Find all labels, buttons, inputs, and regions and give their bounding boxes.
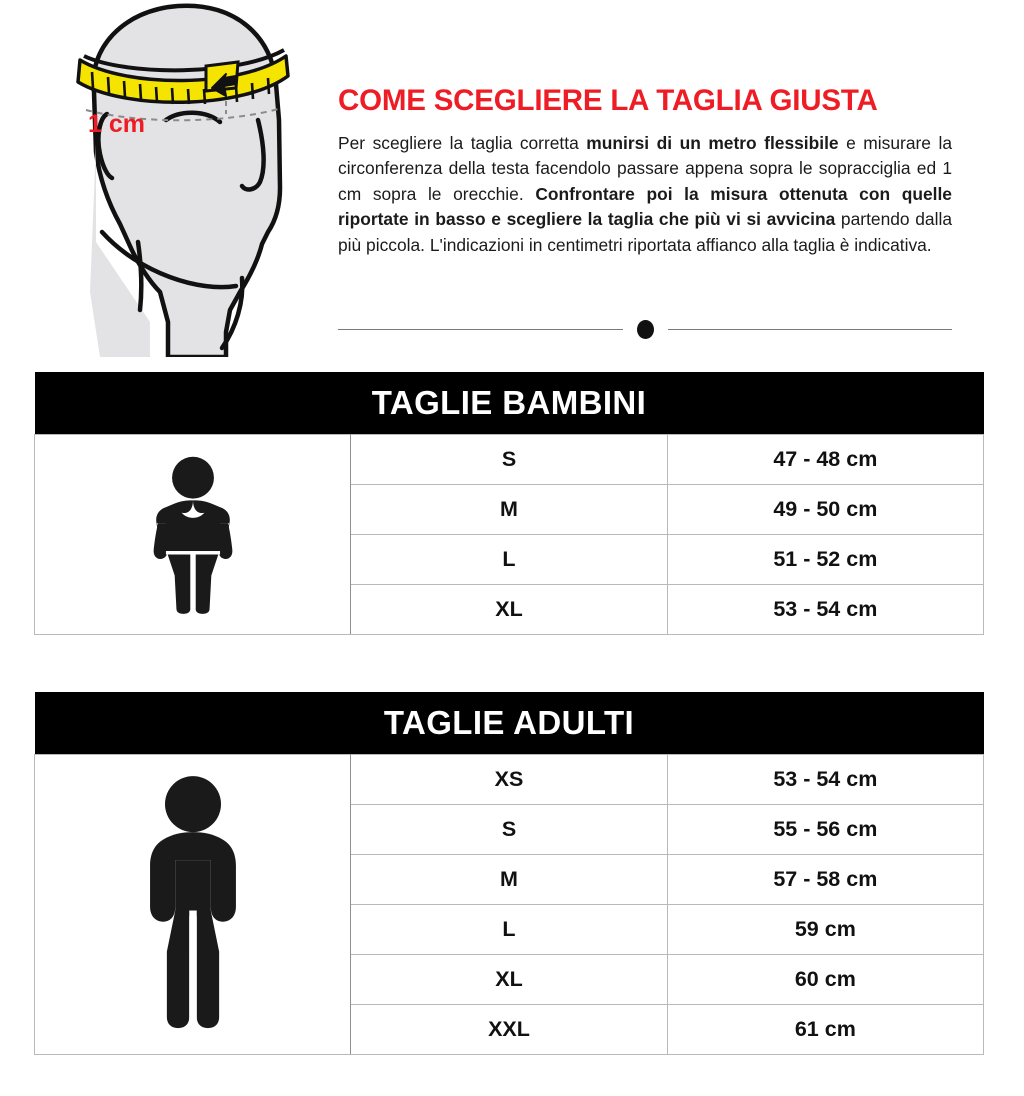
- size-label: M: [350, 853, 668, 905]
- intro-paragraph: Per scegliere la taglia corretta munirsi…: [338, 132, 952, 255]
- size-label: XL: [350, 583, 668, 635]
- size-label: L: [350, 533, 668, 585]
- measure-value: 60 cm: [666, 953, 985, 1005]
- measure-value: 49 - 50 cm: [666, 483, 985, 535]
- measure-value: 57 - 58 cm: [666, 853, 985, 905]
- adult-pictogram-icon: [149, 776, 236, 1029]
- head-measuring-diagram-icon: 1 cm: [30, 0, 330, 357]
- adults-table-header-row: TAGLIE ADULTI: [34, 692, 984, 754]
- table-row: M 57 - 58 cm: [35, 853, 985, 905]
- child-pictogram-icon: [153, 456, 233, 614]
- measure-value: 59 cm: [666, 903, 985, 955]
- intro-section: 1 cm COME SCEGLIERE LA TAGLIA GIUSTA Per…: [0, 0, 1024, 360]
- page-title: COME SCEGLIERE LA TAGLIA GIUSTA: [338, 84, 878, 117]
- table-row: L 51 - 52 cm: [35, 533, 985, 585]
- measure-value: 61 cm: [666, 1003, 985, 1055]
- size-label: M: [350, 483, 668, 535]
- tape-label: 1 cm: [88, 110, 145, 138]
- size-label: XL: [350, 953, 668, 1005]
- size-label: S: [350, 803, 668, 855]
- size-label: XS: [350, 753, 668, 805]
- table-row: S 47 - 48 cm: [33, 433, 985, 635]
- divider-dot-icon: [636, 319, 654, 339]
- size-label: L: [350, 903, 668, 955]
- divider-rule-right: [667, 328, 952, 330]
- measure-value: 53 - 54 cm: [666, 753, 985, 805]
- table-row: XS 53 - 54 cm: [33, 753, 985, 1055]
- measure-value: 51 - 52 cm: [666, 533, 985, 585]
- divider-rule-left: [338, 328, 623, 330]
- table-row: M 49 - 50 cm: [35, 483, 985, 535]
- table-row: XL 53 - 54 cm: [35, 583, 985, 635]
- measure-value: 53 - 54 cm: [666, 583, 985, 635]
- kids-table-header-row: TAGLIE BAMBINI: [34, 372, 984, 434]
- adults-table-body: XS 53 - 54 cm S 55 - 56 cm M 57 - 58 cm …: [33, 753, 985, 1055]
- adults-table-header: TAGLIE ADULTI: [34, 692, 984, 754]
- child-pictogram-cell: [33, 433, 352, 635]
- measure-value: 47 - 48 cm: [666, 433, 985, 485]
- kids-table-body: S 47 - 48 cm M 49 - 50 cm L 51 - 52 cm X…: [33, 433, 985, 635]
- table-row: S 55 - 56 cm: [35, 803, 985, 855]
- adult-pictogram-cell: [33, 753, 352, 1055]
- section-divider: [338, 318, 952, 340]
- intro-text-block: COME SCEGLIERE LA TAGLIA GIUSTA Per sceg…: [338, 84, 952, 258]
- measure-value: 55 - 56 cm: [666, 803, 985, 855]
- kids-table-header: TAGLIE BAMBINI: [34, 372, 984, 434]
- adults-size-table: TAGLIE ADULTI XS 53 - 54 cm: [33, 692, 985, 1055]
- table-row: L 59 cm: [35, 903, 985, 955]
- kids-size-table: TAGLIE BAMBINI: [33, 372, 985, 635]
- size-label: XXL: [350, 1003, 668, 1055]
- size-label: S: [350, 433, 668, 485]
- table-row: XXL 61 cm: [35, 1003, 985, 1055]
